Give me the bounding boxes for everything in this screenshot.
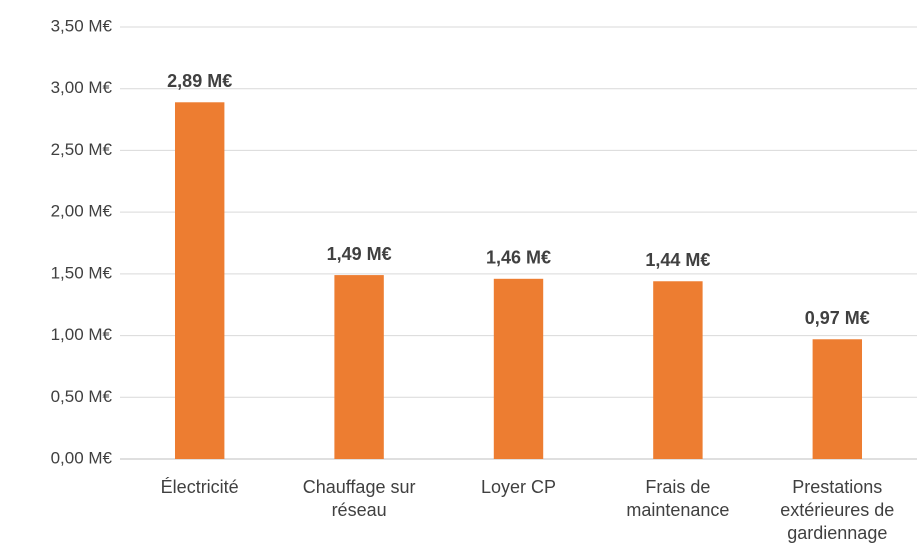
data-label: 1,44 M€ xyxy=(645,250,710,270)
data-label: 1,46 M€ xyxy=(486,248,551,268)
bar xyxy=(812,339,863,459)
y-tick-label: 0,50 M€ xyxy=(51,387,113,406)
data-label: 2,89 M€ xyxy=(167,71,232,91)
y-tick-label: 3,50 M€ xyxy=(51,16,113,35)
y-tick-label: 1,50 M€ xyxy=(51,263,113,282)
bar xyxy=(493,278,544,459)
x-tick-label: Électricité xyxy=(160,477,239,497)
bar xyxy=(653,281,703,459)
x-tick-label: Loyer CP xyxy=(480,477,557,497)
x-tick-label: Prestations extérieures de gardiennage xyxy=(780,477,895,543)
x-tick-label: Chauffage sur réseau xyxy=(302,477,416,520)
data-label: 1,49 M€ xyxy=(327,244,392,264)
y-tick-label: 2,50 M€ xyxy=(51,140,113,159)
y-tick-label: 2,00 M€ xyxy=(51,202,113,221)
bar xyxy=(334,275,384,459)
y-tick-label: 0,00 M€ xyxy=(51,448,113,467)
bar xyxy=(174,102,225,459)
y-tick-label: 1,00 M€ xyxy=(51,325,113,344)
x-tick-label: Frais de maintenance xyxy=(626,477,730,520)
data-label: 0,97 M€ xyxy=(805,308,870,328)
y-tick-label: 3,00 M€ xyxy=(51,78,113,97)
